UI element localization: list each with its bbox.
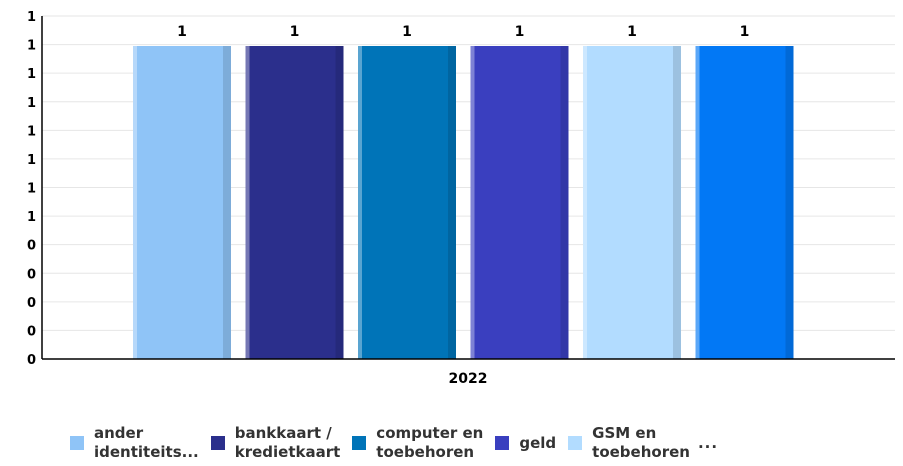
bar-side-face [223,46,231,359]
bar-side-face [785,46,794,359]
legend-label: geld [519,433,557,452]
legend-label: bankkaart / kredietkaart [234,424,341,461]
legend-swatch [495,436,510,450]
legend-label: computer en toebehoren [376,424,484,461]
y-tick-label: 1 [27,39,36,54]
y-tick-label: 0 [27,239,36,254]
data-label: 1 [627,24,637,40]
legend-label: GSM en toebehoren [592,424,690,461]
y-tick-label: 1 [27,124,36,139]
bar-side-face [673,46,681,359]
legend-swatch [568,436,583,450]
x-category-label: 2022 [449,371,488,387]
y-tick-label: 0 [27,324,36,339]
y-tick-label: 0 [27,267,36,282]
data-label: 1 [515,24,525,40]
bar-side-face [335,46,344,359]
y-tick-label: 1 [27,67,36,82]
legend-swatch [70,436,84,450]
y-tick-label: 1 [27,153,36,168]
legend-swatch [210,436,225,450]
bar [695,46,794,359]
data-label: 1 [740,24,750,40]
bar-highlight [583,46,587,359]
y-tick-label: 1 [27,10,36,25]
legend-item[interactable]: geld [495,434,556,453]
bar-highlight [245,46,250,359]
bar [245,46,344,359]
bar [358,46,456,359]
bar-highlight [470,46,475,359]
bar [470,46,569,359]
legend: ander identiteits... bankkaart / krediet… [70,424,718,462]
y-tick-label: 1 [27,182,36,197]
legend-swatch [352,436,367,450]
bar-highlight [133,46,137,359]
bar-side-face [560,46,569,359]
legend-item[interactable]: bankkaart / kredietkaart [210,424,341,462]
data-label: 1 [290,24,300,40]
legend-item[interactable]: ander identiteits... [70,424,199,462]
legend-item[interactable]: computer en toebehoren [352,424,483,462]
bar-highlight [695,46,700,359]
data-label: 1 [402,24,412,40]
data-label: 1 [177,24,187,40]
bar [133,46,231,359]
bar [583,46,681,359]
y-tick-label: 1 [27,210,36,225]
y-tick-label: 1 [27,96,36,111]
y-tick-label: 0 [27,353,36,368]
legend-item[interactable]: GSM en toebehoren [568,424,690,462]
bar-chart: 0 0 0 0 0 1 1 1 1 1 1 1 1 1 1 1 1 1 1 2022 [27,10,895,387]
bar-highlight [358,46,362,359]
legend-more-indicator[interactable]: ... [697,434,719,452]
bar-side-face [448,46,456,359]
legend-label: ander identiteits... [94,424,199,461]
y-tick-label: 0 [27,296,36,311]
